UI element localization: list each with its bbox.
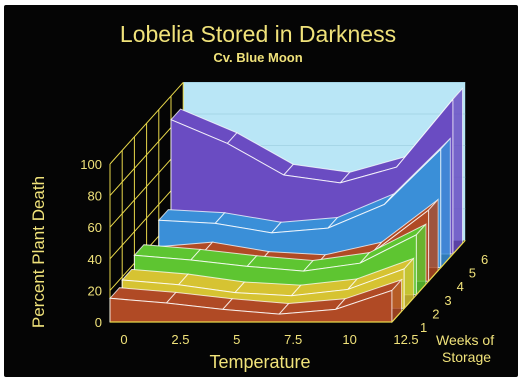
- z-tick-label: 5: [469, 266, 476, 281]
- x-tick-label: 7.5: [284, 332, 302, 347]
- y-tick-label: 40: [88, 252, 102, 267]
- y-tick-label: 60: [88, 220, 102, 235]
- z-axis-line: [391, 239, 466, 323]
- z-tick-label: 6: [481, 252, 488, 267]
- z-tick-label: 2: [432, 306, 439, 321]
- series-end-cap: [428, 198, 439, 283]
- series-end-cap: [452, 87, 464, 256]
- z-axis-label-line1: Weeks of: [436, 332, 494, 348]
- y-tick-label: 0: [95, 315, 102, 330]
- series-1-weeks: [108, 278, 404, 324]
- chart-title: Lobelia Stored in Darkness: [120, 21, 396, 47]
- series-end-cap: [440, 137, 451, 269]
- series-end-cap: [415, 222, 427, 297]
- z-tick-label: 1: [420, 320, 427, 335]
- z-axis-label-line2: Storage: [442, 349, 491, 365]
- x-tick-label: 10: [342, 332, 356, 347]
- x-tick-label: 5: [233, 332, 240, 347]
- front-axis: [110, 239, 466, 323]
- y-tick-label: 100: [80, 157, 102, 172]
- y-tick-label: 20: [88, 283, 102, 298]
- z-tick-label: 4: [457, 279, 464, 294]
- x-axis-label: Temperature: [209, 352, 310, 372]
- chart-subtitle: Cv. Blue Moon: [213, 50, 302, 65]
- z-tick-label: 3: [444, 293, 451, 308]
- x-tick-label: 0: [120, 332, 127, 347]
- series-layer: [108, 87, 464, 324]
- x-tick-label: 2.5: [171, 332, 189, 347]
- x-tick-label: 12.5: [393, 332, 418, 347]
- y-tick-label: 80: [88, 189, 102, 204]
- y-axis-label: Percent Plant Death: [29, 176, 48, 328]
